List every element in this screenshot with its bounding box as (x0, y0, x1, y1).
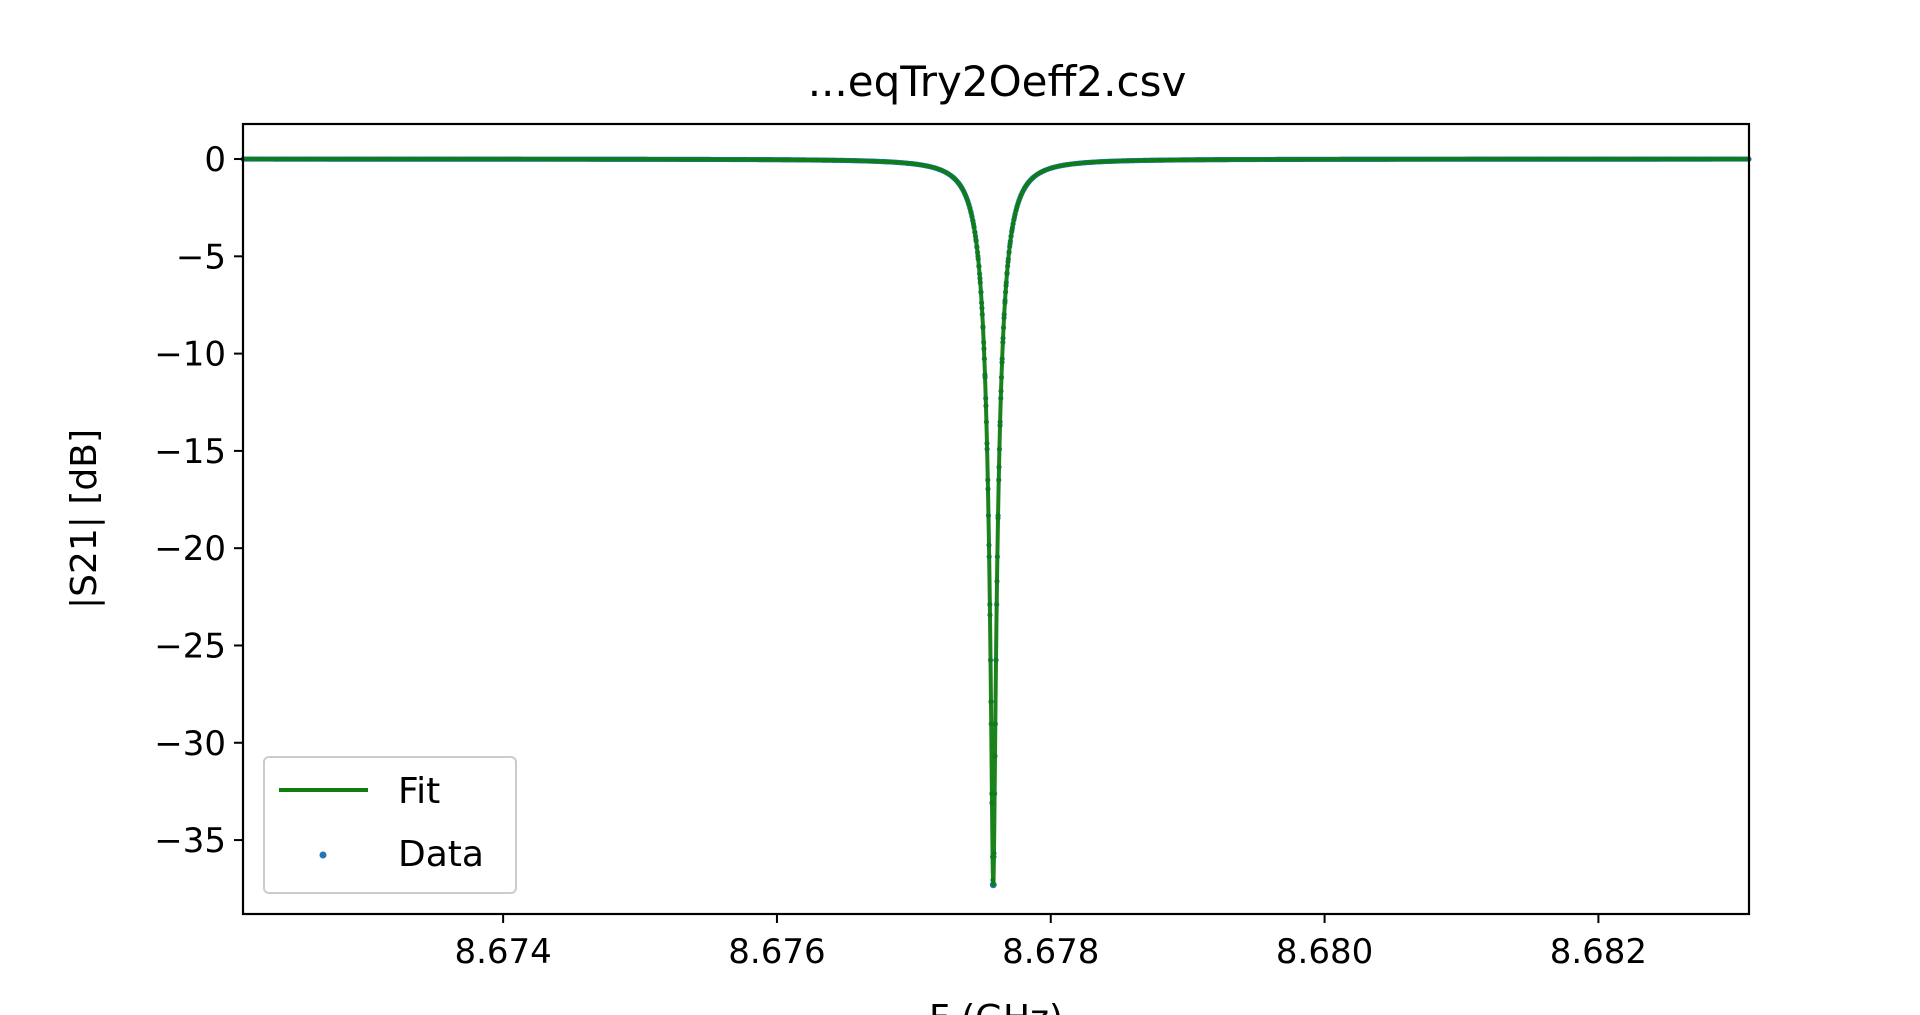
y-tick-label: 0 (204, 140, 226, 180)
y-tick-label: −10 (154, 335, 226, 375)
y-tick-label: −35 (154, 821, 226, 861)
x-axis-label: F (GHz) (929, 998, 1063, 1015)
y-axis: 0 −5 −10 −15 −20 −25 −30 −35 (154, 140, 243, 861)
legend-data-label: Data (398, 834, 484, 875)
x-axis: 8.674 8.676 8.678 8.680 8.682 (454, 914, 1647, 972)
x-tick-label: 8.674 (454, 932, 551, 972)
legend-data-marker (319, 851, 327, 859)
chart-title: ...eqTry2Oeff2.csv (808, 57, 1187, 106)
series-layer (240, 156, 1752, 889)
y-axis-label: |S21| [dB] (64, 429, 105, 609)
x-tick-label: 8.678 (1002, 932, 1099, 972)
y-tick-label: −15 (154, 432, 226, 472)
x-tick-label: 8.676 (728, 932, 825, 972)
legend: Fit Data (263, 756, 517, 894)
y-tick-label: −30 (154, 724, 226, 764)
x-tick-label: 8.680 (1276, 932, 1373, 972)
legend-fit-label: Fit (398, 771, 440, 812)
y-tick-label: −5 (176, 237, 226, 277)
y-tick-label: −25 (154, 626, 226, 666)
x-tick-label: 8.682 (1550, 932, 1647, 972)
y-tick-label: −20 (154, 529, 226, 569)
